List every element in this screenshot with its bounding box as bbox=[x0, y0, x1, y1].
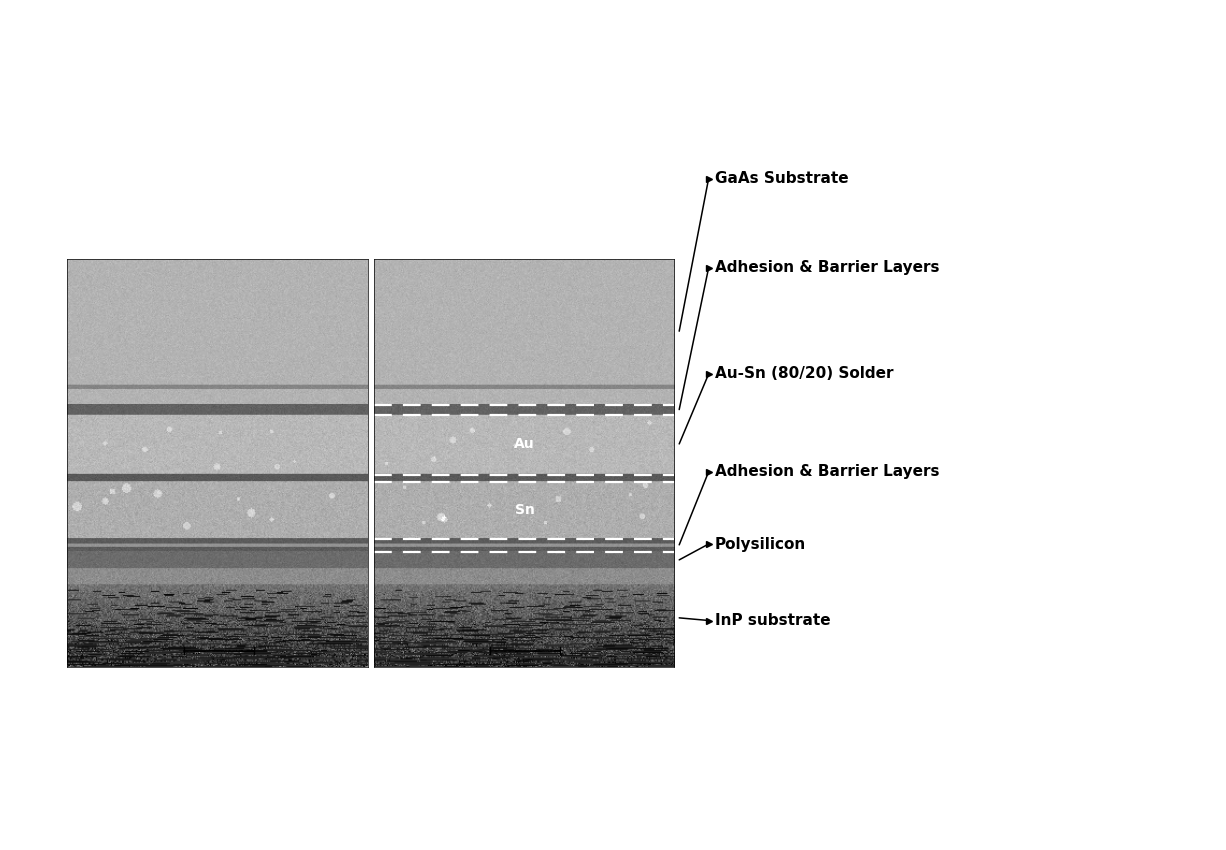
Text: Sn: Sn bbox=[515, 503, 535, 517]
Text: Adhesion & Barrier Layers: Adhesion & Barrier Layers bbox=[715, 464, 939, 479]
Text: Au-Sn (80/20) Solder: Au-Sn (80/20) Solder bbox=[715, 366, 894, 382]
Text: Polysilicon: Polysilicon bbox=[715, 536, 805, 552]
Text: 3 μm: 3 μm bbox=[517, 658, 533, 663]
Text: 3 μm: 3 μm bbox=[211, 658, 227, 663]
Text: Au: Au bbox=[515, 438, 535, 451]
Text: InP substrate: InP substrate bbox=[715, 613, 830, 628]
Text: GaAs Substrate: GaAs Substrate bbox=[715, 171, 848, 186]
Text: Adhesion & Barrier Layers: Adhesion & Barrier Layers bbox=[715, 260, 939, 275]
